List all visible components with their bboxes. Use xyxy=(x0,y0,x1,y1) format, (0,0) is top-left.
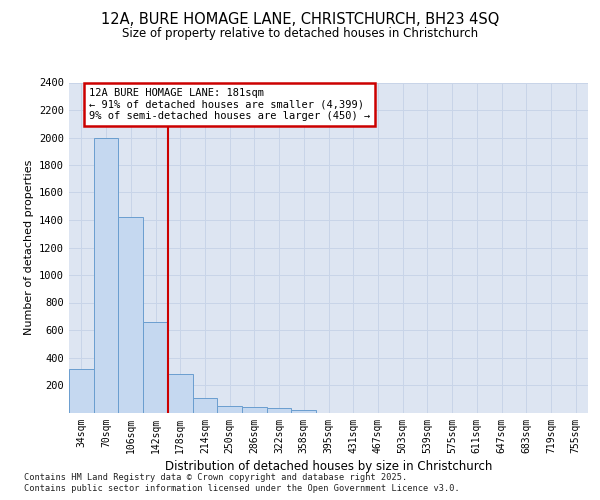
Bar xyxy=(217,406,242,412)
Bar xyxy=(242,407,267,412)
Text: Size of property relative to detached houses in Christchurch: Size of property relative to detached ho… xyxy=(122,28,478,40)
Text: Contains public sector information licensed under the Open Government Licence v3: Contains public sector information licen… xyxy=(24,484,460,493)
Text: 12A, BURE HOMAGE LANE, CHRISTCHURCH, BH23 4SQ: 12A, BURE HOMAGE LANE, CHRISTCHURCH, BH2… xyxy=(101,12,499,28)
Text: Contains HM Land Registry data © Crown copyright and database right 2025.: Contains HM Land Registry data © Crown c… xyxy=(24,472,407,482)
X-axis label: Distribution of detached houses by size in Christchurch: Distribution of detached houses by size … xyxy=(165,460,492,472)
Bar xyxy=(292,410,316,412)
Bar xyxy=(118,217,143,412)
Bar xyxy=(267,408,292,412)
Y-axis label: Number of detached properties: Number of detached properties xyxy=(23,160,34,335)
Bar xyxy=(168,374,193,412)
Bar xyxy=(143,322,168,412)
Bar xyxy=(94,138,118,412)
Bar xyxy=(69,368,94,412)
Bar xyxy=(193,398,217,412)
Text: 12A BURE HOMAGE LANE: 181sqm
← 91% of detached houses are smaller (4,399)
9% of : 12A BURE HOMAGE LANE: 181sqm ← 91% of de… xyxy=(89,88,370,121)
